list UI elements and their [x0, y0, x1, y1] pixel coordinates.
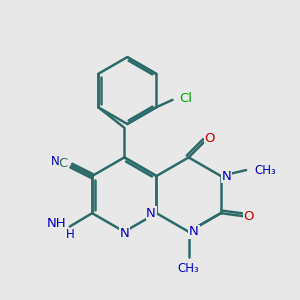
Text: O: O: [204, 132, 215, 145]
Text: NH: NH: [47, 217, 67, 230]
Text: N: N: [221, 169, 231, 182]
Text: O: O: [243, 210, 254, 223]
Text: H: H: [65, 228, 74, 242]
Text: N: N: [119, 227, 129, 240]
Text: Cl: Cl: [179, 92, 192, 105]
Text: CH₃: CH₃: [254, 164, 276, 177]
Text: N: N: [189, 225, 199, 238]
Text: C: C: [58, 157, 68, 170]
Text: N: N: [51, 154, 59, 168]
Text: N: N: [146, 207, 156, 220]
Text: CH₃: CH₃: [178, 262, 200, 275]
